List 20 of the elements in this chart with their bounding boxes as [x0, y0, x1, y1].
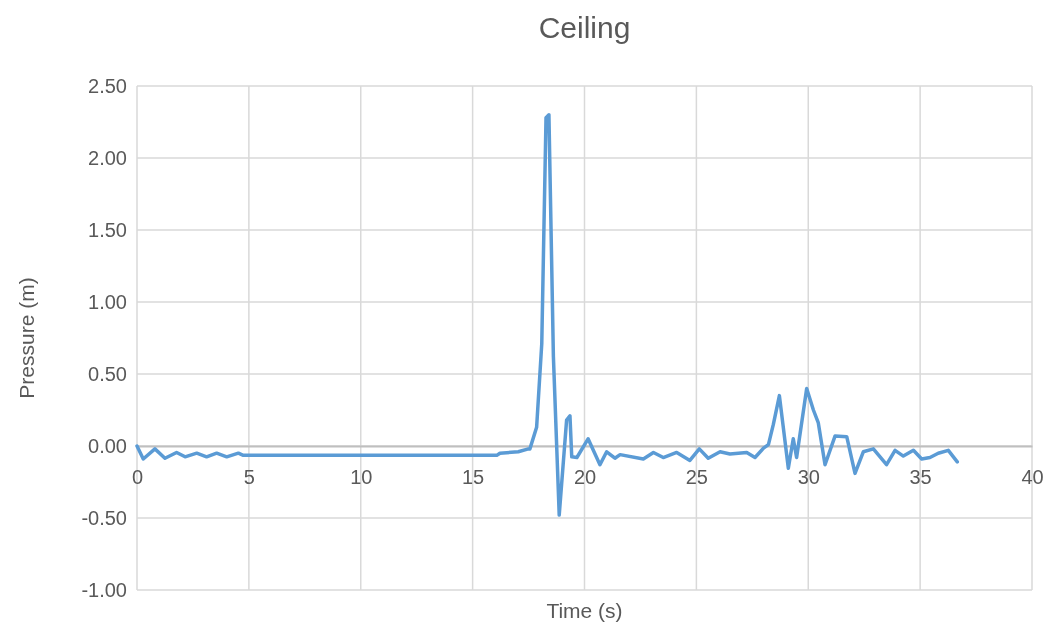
y-tick-label: 1.00	[88, 290, 127, 313]
x-tick-label: 35	[909, 466, 932, 489]
x-axis-title: Time (s)	[546, 599, 623, 622]
x-tick-label: 30	[797, 466, 820, 489]
x-tick-label: 40	[1021, 466, 1044, 489]
x-tick-label: 10	[350, 466, 373, 489]
y-tick-label: 0.50	[88, 362, 127, 385]
y-tick-label: 2.50	[88, 74, 127, 97]
y-tick-label: 2.00	[88, 146, 127, 169]
chart-title: Ceiling	[538, 11, 631, 44]
x-tick-label: 15	[462, 466, 485, 489]
x-tick-label: 20	[573, 466, 597, 489]
x-tick-label: 0	[131, 466, 144, 489]
x-tick-label: 5	[243, 466, 255, 489]
y-tick-label: -1.00	[81, 578, 127, 601]
y-axis-title: Pressure (m)	[15, 277, 38, 399]
x-tick-label: 25	[685, 466, 708, 489]
y-tick-label: -0.50	[81, 506, 127, 529]
y-tick-label: 0.00	[88, 434, 127, 457]
y-tick-label: 1.50	[88, 218, 127, 241]
